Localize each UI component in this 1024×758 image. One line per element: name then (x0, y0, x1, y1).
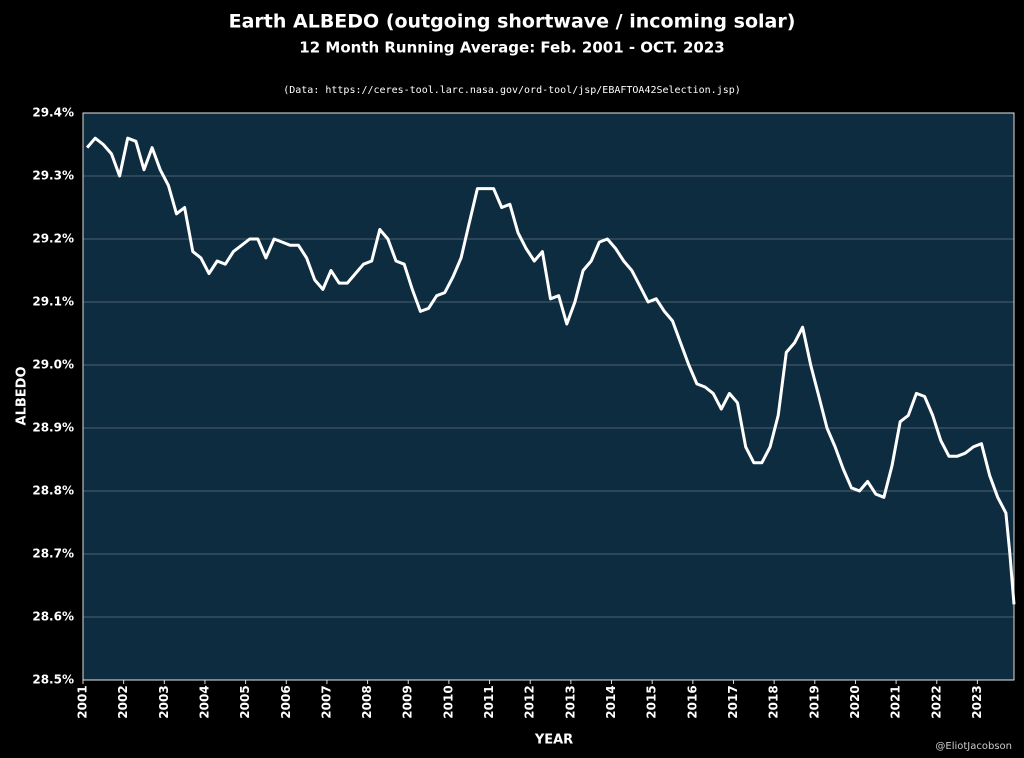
x-tick-label: 2020 (848, 685, 862, 718)
plot-area (82, 112, 1015, 681)
credit: @EliotJacobson (935, 741, 1012, 752)
x-tick-label: 2019 (807, 685, 821, 718)
data-line (85, 136, 1016, 605)
y-tick-label: 29.3% (32, 169, 74, 183)
x-tick-label: 2021 (889, 685, 903, 718)
x-tick-label: 2008 (360, 685, 374, 718)
x-tick-label: 2023 (970, 685, 984, 718)
x-tick-label: 2002 (116, 685, 130, 718)
chart-subtitle: 12 Month Running Average: Feb. 2001 - OC… (299, 39, 724, 57)
x-tick-label: 2018 (767, 685, 781, 718)
x-axis-label: YEAR (534, 733, 573, 748)
source-note: (Data: https://ceres-tool.larc.nasa.gov/… (283, 85, 741, 96)
y-tick-label: 28.7% (32, 547, 74, 561)
y-tick-label: 29.4% (32, 106, 74, 120)
x-tick-label: 2010 (441, 685, 455, 718)
x-tick-label: 2009 (401, 685, 415, 718)
x-tick-label: 2017 (726, 685, 740, 718)
x-tick-label: 2004 (197, 685, 211, 718)
x-tick-label: 2001 (76, 685, 90, 718)
x-tick-label: 2012 (523, 685, 537, 718)
y-tick-label: 29.2% (32, 232, 74, 246)
x-tick-label: 2014 (604, 685, 618, 718)
x-tick-label: 2015 (645, 685, 659, 718)
y-tick-label: 28.6% (32, 610, 74, 624)
x-tick-label: 2005 (238, 685, 252, 718)
chart-title: Earth ALBEDO (outgoing shortwave / incom… (229, 11, 796, 33)
x-tick-label: 2011 (482, 685, 496, 718)
y-axis-label: ALBEDO (15, 367, 30, 426)
y-tick-label: 28.5% (32, 673, 74, 687)
x-tick-label: 2022 (929, 685, 943, 718)
y-tick-label: 29.1% (32, 295, 74, 309)
y-tick-label: 28.9% (32, 421, 74, 435)
x-tick-label: 2016 (685, 685, 699, 718)
y-tick-label: 28.8% (32, 484, 74, 498)
x-tick-label: 2013 (563, 685, 577, 718)
y-tick-label: 29.0% (32, 358, 74, 372)
x-tick-label: 2006 (279, 685, 293, 718)
x-tick-label: 2003 (157, 685, 171, 718)
x-tick-label: 2007 (319, 685, 333, 718)
